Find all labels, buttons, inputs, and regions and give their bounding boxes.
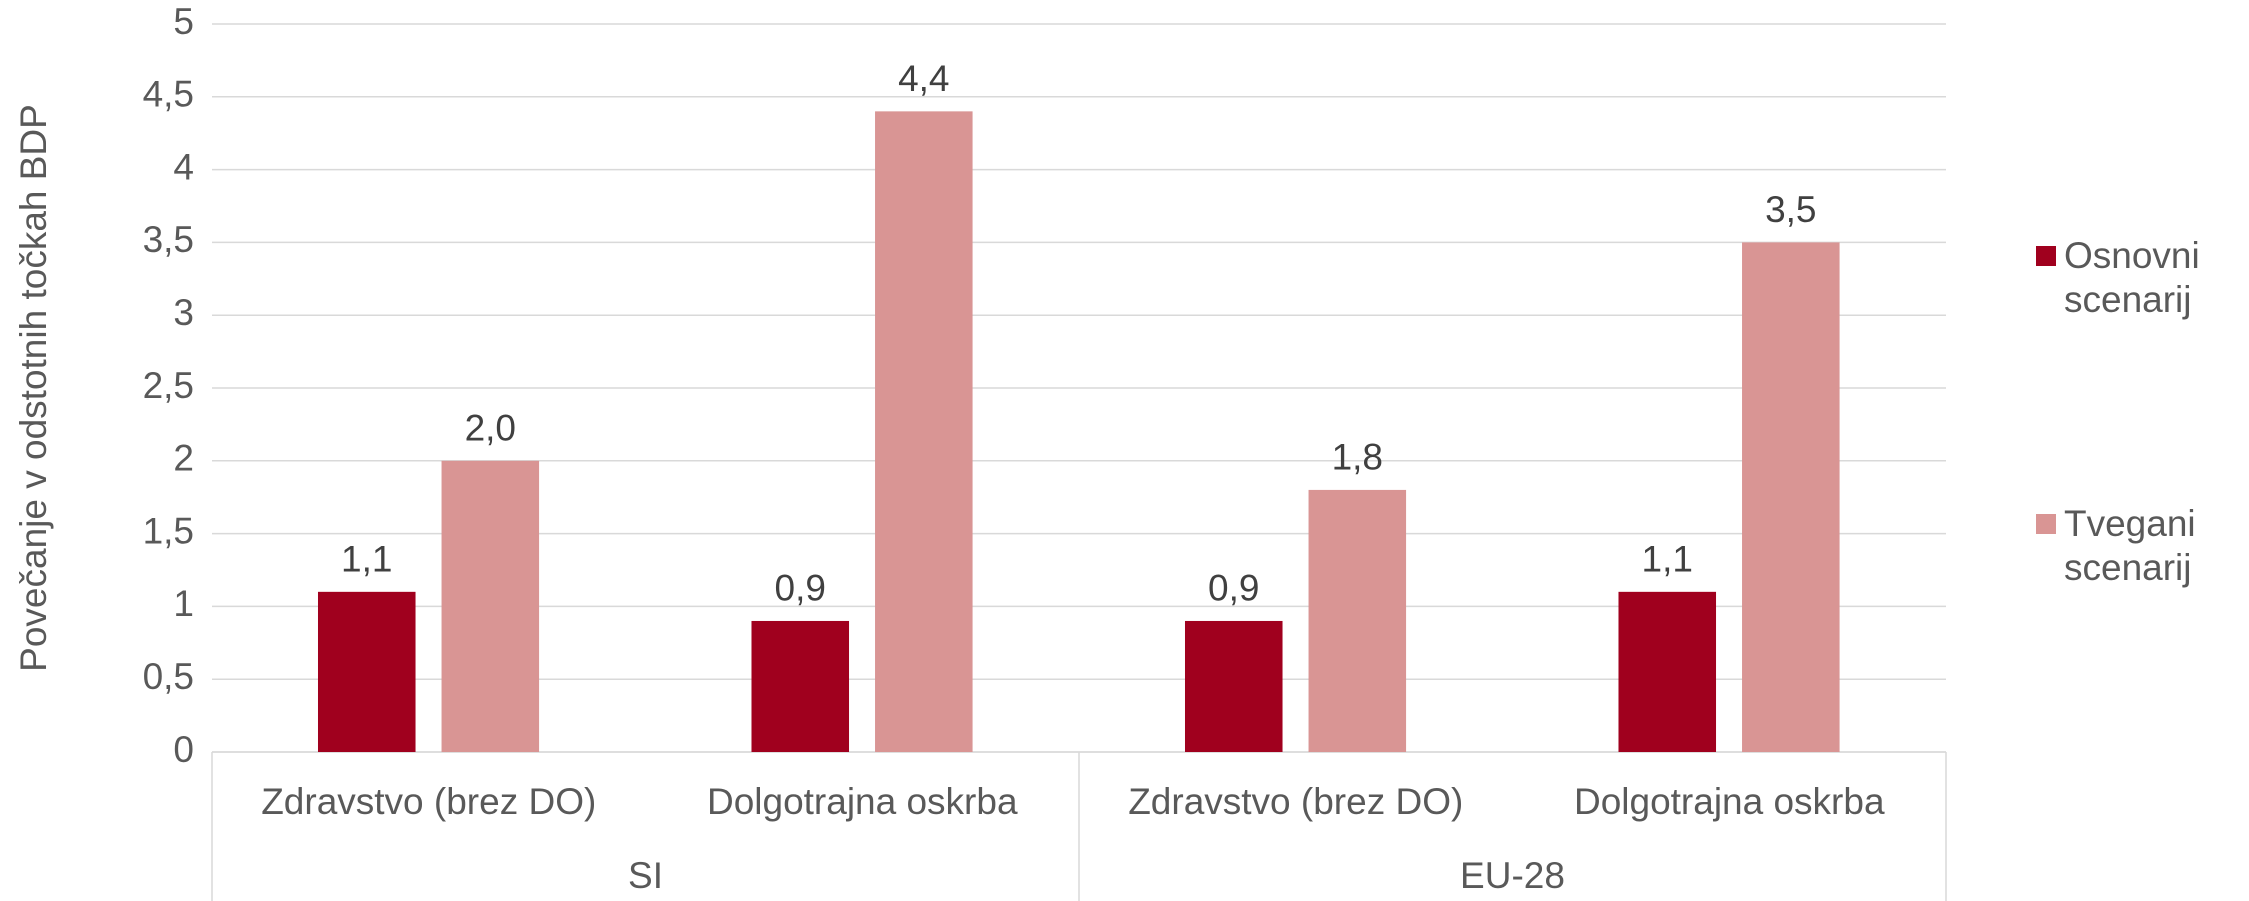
bar	[751, 620, 850, 752]
y-tick-label: 1	[173, 583, 194, 624]
y-tick-label: 4,5	[143, 74, 194, 115]
legend-label: Osnovni scenarij	[2064, 235, 2200, 320]
value-label: 4,4	[898, 58, 949, 99]
value-label: 2,0	[465, 408, 516, 449]
bar	[875, 111, 973, 753]
bar	[1308, 489, 1407, 752]
legend-swatch	[2036, 246, 2056, 266]
bar	[1184, 620, 1283, 752]
y-tick-label: 5	[173, 1, 194, 42]
legend-label: Tvegani scenarij	[2064, 503, 2196, 588]
bar	[1742, 242, 1840, 752]
y-axis-label: Povečanje v odstotnih točkah BDP	[13, 104, 54, 672]
bar	[441, 460, 540, 752]
value-label: 1,8	[1332, 437, 1383, 478]
x-tick-label: Zdravstvo (brez DO)	[1128, 781, 1463, 822]
value-label: 1,1	[1642, 539, 1693, 580]
x-tick-label: Dolgotrajna oskrba	[707, 781, 1018, 822]
y-tick-label: 2,5	[143, 365, 194, 406]
legend-swatch	[2036, 514, 2056, 534]
bar	[317, 591, 416, 752]
y-tick-label: 3,5	[143, 219, 194, 260]
value-label: 0,9	[775, 568, 826, 609]
group-label: SI	[628, 855, 663, 896]
x-tick-label: Dolgotrajna oskrba	[1574, 781, 1885, 822]
legend-item: Tvegani scenarij	[2036, 502, 2234, 590]
value-label: 0,9	[1208, 568, 1259, 609]
legend-item: Osnovni scenarij	[2036, 234, 2234, 322]
y-tick-label: 3	[173, 292, 194, 333]
y-tick-label: 4	[173, 146, 194, 187]
x-tick-label: Zdravstvo (brez DO)	[261, 781, 596, 822]
bar	[1618, 591, 1717, 752]
y-tick-label: 0,5	[143, 656, 194, 697]
y-tick-label: 0	[173, 729, 194, 770]
value-label: 3,5	[1765, 189, 1816, 230]
y-tick-label: 1,5	[143, 510, 194, 551]
y-tick-label: 2	[173, 438, 194, 479]
value-label: 1,1	[341, 539, 392, 580]
group-label: EU-28	[1460, 855, 1565, 896]
